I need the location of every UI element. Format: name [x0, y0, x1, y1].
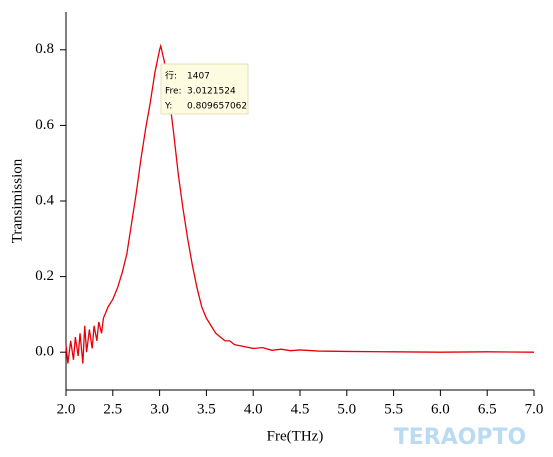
- y-tick-label: 0.0: [35, 344, 54, 360]
- x-axis-label: Fre(THz): [267, 428, 324, 444]
- x-tick-label: 7.0: [525, 401, 544, 417]
- tooltip-key: 行:: [165, 70, 177, 82]
- y-tick-label: 0.8: [35, 41, 54, 57]
- x-tick-label: 4.5: [291, 401, 310, 417]
- x-tick-label: 6.0: [431, 401, 450, 417]
- tooltip-box: [160, 63, 249, 115]
- y-tick-label: 0.6: [35, 117, 54, 133]
- x-tick-label: 3.0: [150, 401, 169, 417]
- x-tick-label: 2.5: [103, 401, 122, 417]
- tooltip-key: Y:: [164, 102, 172, 112]
- y-axis-label: Transimission: [9, 158, 25, 243]
- tooltip-value: 3.0121524: [187, 87, 236, 97]
- x-tick-label: 5.5: [384, 401, 403, 417]
- x-tick-label: 4.0: [244, 401, 263, 417]
- x-tick-label: 6.5: [478, 401, 497, 417]
- tooltip-value: 0.809657062: [187, 102, 247, 112]
- y-tick-label: 0.4: [35, 192, 54, 208]
- x-tick-label: 3.5: [197, 401, 216, 417]
- x-tick-label: 5.0: [337, 401, 356, 417]
- watermark: TERAOPTO: [394, 425, 527, 450]
- tooltip-value: 1407: [187, 72, 210, 82]
- tooltip-key: Fre:: [165, 87, 182, 97]
- x-tick-label: 2.0: [57, 401, 76, 417]
- y-tick-label: 0.2: [35, 268, 54, 284]
- line-series: [65, 43, 535, 364]
